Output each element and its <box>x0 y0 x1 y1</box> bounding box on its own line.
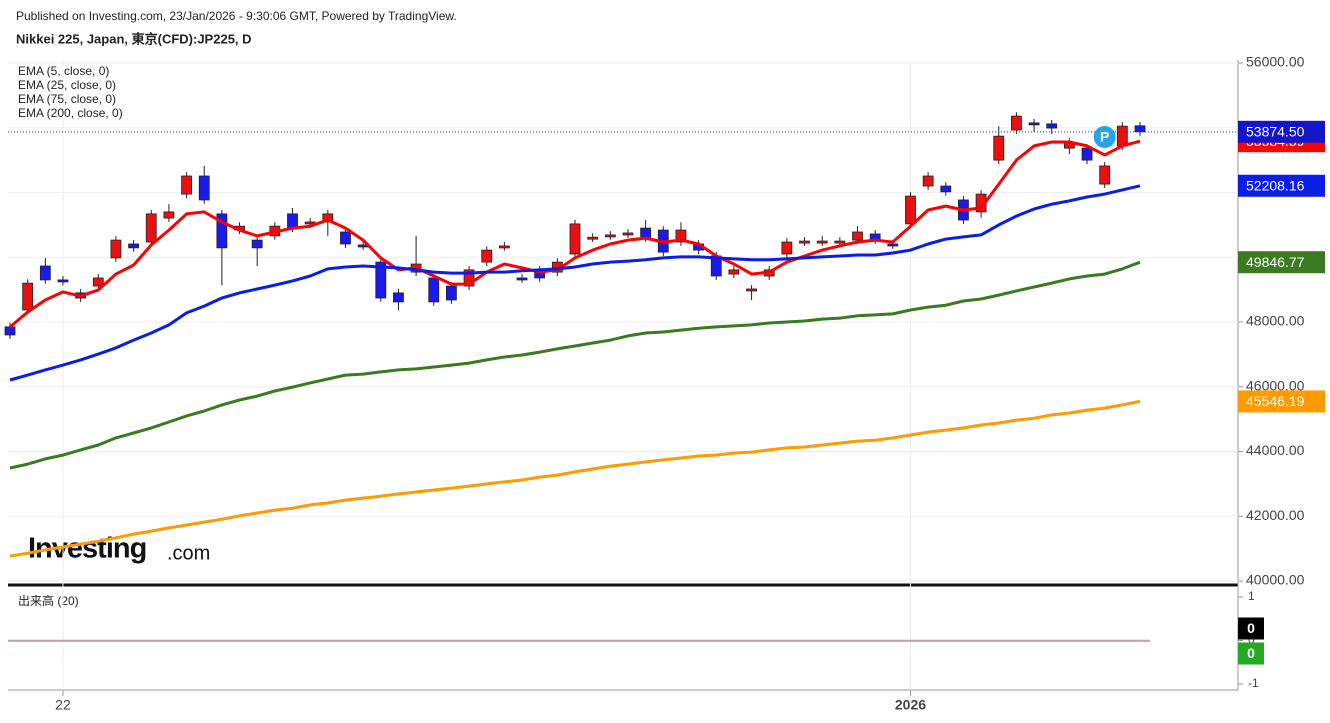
marker-circle <box>1093 126 1116 148</box>
candle-body <box>216 213 228 249</box>
ema-line <box>9 260 1141 470</box>
candle-body <box>1046 123 1058 129</box>
candle-body <box>675 229 687 243</box>
candle-body <box>1011 115 1022 131</box>
legend-entry: EMA (25, close, 0) <box>18 78 116 92</box>
candle-body <box>887 243 899 247</box>
candle-body <box>852 231 863 241</box>
volume-y-tick-label: 0 <box>1248 633 1255 647</box>
price-label: 49846.77 <box>1246 254 1305 270</box>
candle-body <box>816 240 828 244</box>
candle-body <box>340 231 351 245</box>
x-tick-label: 2026 <box>895 697 926 713</box>
candle-body <box>163 211 175 219</box>
price-label-box <box>1238 174 1325 197</box>
legend-entry: EMA (75, close, 0) <box>18 92 116 106</box>
chart-title: Nikkei 225, Japan, 東京(CFD):JP225, D <box>16 31 252 46</box>
volume-y-tick-label: -1 <box>1248 676 1259 690</box>
candle-body <box>1134 125 1146 133</box>
legend-entry: EMA (200, close, 0) <box>18 106 123 120</box>
candle-body <box>799 240 810 244</box>
y-tick-label: 56000.00 <box>1246 54 1305 70</box>
y-tick-label: 40000.00 <box>1246 572 1305 588</box>
source: Published on Investing.com, 23/Jan/2026 … <box>16 9 457 23</box>
x-tick-label: 22 <box>55 697 71 713</box>
candle-body <box>516 277 528 281</box>
price-label-box <box>1238 390 1325 413</box>
candle-body <box>128 243 139 249</box>
ema-line <box>9 139 1141 329</box>
candle-body <box>640 227 652 239</box>
candle-body <box>22 282 34 311</box>
candle-body <box>287 213 298 229</box>
candle-body <box>622 232 634 236</box>
volume-label: 0 <box>1247 645 1255 661</box>
candle-body <box>746 288 757 292</box>
candle-body <box>393 292 404 303</box>
candle-body <box>781 241 793 255</box>
candle-body <box>1081 147 1093 161</box>
ema-line <box>9 184 1141 382</box>
price-label-box <box>1238 120 1325 143</box>
volume-y-tick-label: 1 <box>1248 589 1255 603</box>
candle-body <box>587 236 599 240</box>
candle-body <box>1116 125 1128 147</box>
candle-body <box>322 213 334 223</box>
volume-label-box <box>1238 617 1264 640</box>
y-tick-label: 42000.00 <box>1246 507 1305 523</box>
candle-body <box>1028 122 1040 126</box>
candle-body <box>993 135 1005 161</box>
candle-body <box>57 279 69 283</box>
candle-body <box>4 326 16 336</box>
legend-entry: EMA (5, close, 0) <box>18 64 109 78</box>
candle-body <box>463 269 475 287</box>
volume-label-box <box>1238 642 1264 665</box>
candle-body <box>905 195 916 225</box>
candle-body <box>1099 165 1111 185</box>
candle-body <box>181 175 192 195</box>
candle-body <box>375 261 387 299</box>
volume-label: 0 <box>1247 620 1255 636</box>
candle-body <box>569 223 581 255</box>
candle-body <box>922 175 934 187</box>
candle-body <box>446 285 457 301</box>
price-label-box <box>1238 251 1325 274</box>
candle-body <box>834 240 846 244</box>
candle-body <box>92 277 104 287</box>
candle-body <box>110 239 122 259</box>
candle-body <box>940 185 952 193</box>
candle-body <box>198 175 210 201</box>
marker: P <box>1093 126 1116 148</box>
candle-body <box>498 245 510 249</box>
candle-body <box>428 277 440 303</box>
candle-body <box>39 265 51 281</box>
price-label: 45546.19 <box>1246 393 1305 409</box>
candle-body <box>728 269 740 275</box>
candle-body <box>145 213 157 243</box>
y-tick-label: 46000.00 <box>1246 377 1305 393</box>
y-tick-label: 44000.00 <box>1246 442 1305 458</box>
y-tick-label: 48000.00 <box>1246 313 1305 329</box>
ema-line <box>9 399 1141 558</box>
candle-body <box>604 234 616 238</box>
marker-label: P <box>1100 129 1109 145</box>
price-label: 53874.50 <box>1246 124 1305 140</box>
price-label: 52208.16 <box>1246 177 1305 193</box>
candle-body <box>251 239 263 249</box>
candle-body <box>481 249 493 263</box>
logo-suffix: .com <box>167 542 210 564</box>
volume-title: 出来高 (20) <box>18 593 79 608</box>
